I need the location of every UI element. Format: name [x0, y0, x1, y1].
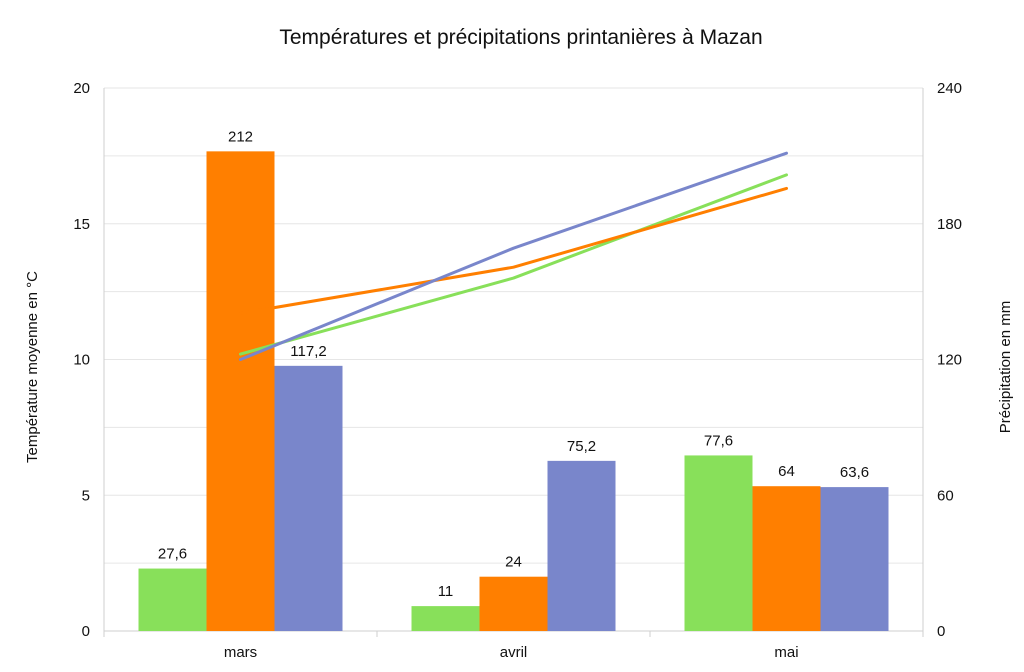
data-label: 212: [228, 128, 253, 145]
y2-tick-label: 0: [937, 623, 945, 640]
data-labels: 27,6 11 77,6 212 24 64 117,2 75,2 63,6: [158, 128, 869, 600]
bar: [479, 576, 548, 631]
bar: [411, 606, 480, 631]
bar: [752, 486, 821, 631]
y2-tick-label: 120: [937, 352, 962, 369]
y-tick-label: 15: [73, 216, 90, 233]
y-tick-label: 5: [82, 487, 90, 504]
data-label: 64: [778, 463, 795, 480]
y-axis-title: Température moyenne en °C: [24, 271, 41, 463]
x-tick-label: mai: [774, 644, 798, 661]
bar: [820, 487, 889, 631]
y-tick-label: 0: [82, 623, 90, 640]
data-label: 77,6: [704, 432, 733, 449]
y-tick-label: 10: [73, 352, 90, 369]
data-label: 11: [438, 583, 454, 600]
chart-title: Températures et précipitations printaniè…: [279, 26, 762, 49]
bar: [684, 455, 753, 631]
series-line: [239, 186, 788, 315]
y-tick-label: 20: [73, 80, 90, 97]
data-label: 117,2: [290, 343, 326, 360]
data-label: 75,2: [567, 438, 596, 455]
bar: [206, 151, 275, 631]
y2-tick-label: 240: [937, 80, 962, 97]
lines: [239, 151, 788, 361]
y2-tick-label: 180: [937, 216, 962, 233]
bar: [547, 460, 616, 631]
tick-labels: 0 5 10 15 20 0 60 120 180 240 mars avril mai: [73, 80, 962, 661]
bars: [138, 151, 889, 631]
data-label: 24: [505, 554, 522, 571]
x-tick-label: mars: [224, 644, 257, 661]
data-label: 63,6: [840, 464, 869, 481]
series-line: [239, 173, 788, 356]
bar: [274, 365, 343, 631]
bar: [138, 568, 207, 631]
x-tick-label: avril: [500, 644, 528, 661]
series-line: [239, 151, 788, 361]
data-label: 27,6: [158, 546, 187, 563]
y2-tick-label: 60: [937, 487, 954, 504]
y2-axis-title: Précipitation en mm: [997, 301, 1014, 434]
